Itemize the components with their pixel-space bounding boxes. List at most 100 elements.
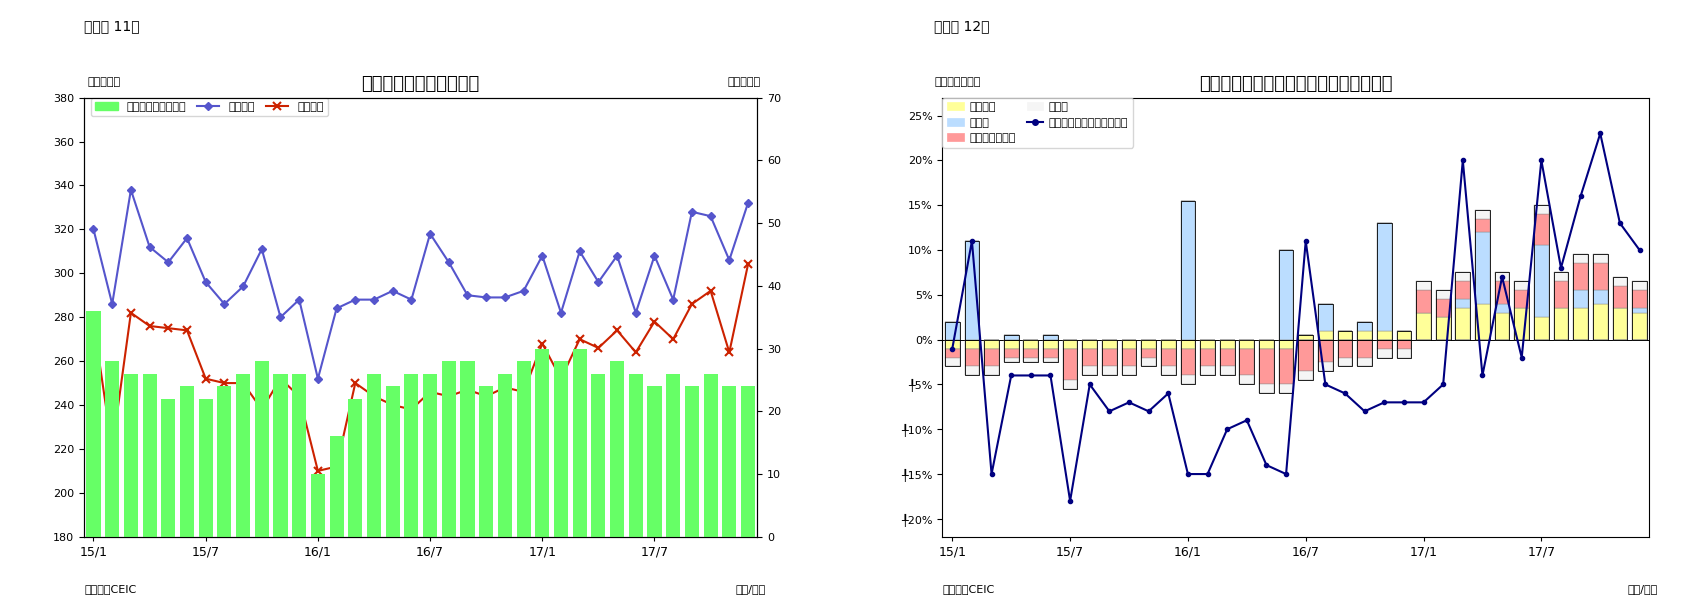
Bar [1473, 210, 1489, 340]
Bar [1278, 250, 1293, 340]
Bar [1102, 340, 1117, 376]
Bar [1473, 218, 1489, 232]
Bar [1317, 340, 1332, 362]
Bar [1611, 277, 1626, 340]
Bar [1591, 254, 1606, 340]
Bar [1317, 304, 1332, 340]
Bar [1396, 340, 1411, 357]
Bar [1120, 348, 1135, 367]
Bar [1082, 367, 1097, 376]
Bar [1043, 340, 1058, 362]
Bar [1061, 380, 1076, 389]
Bar [516, 361, 530, 537]
Bar [1023, 357, 1038, 362]
Text: （億ドル）: （億ドル） [87, 77, 121, 87]
Bar [1494, 304, 1509, 313]
Bar [1199, 340, 1214, 376]
Bar [1415, 281, 1430, 290]
Bar [1002, 340, 1018, 362]
Bar [1238, 340, 1253, 348]
Bar [944, 348, 959, 357]
Bar [1337, 357, 1352, 367]
Bar [198, 399, 212, 537]
Bar [1337, 340, 1352, 357]
Bar [984, 367, 999, 376]
Bar [1082, 340, 1097, 376]
Bar [1435, 317, 1450, 340]
Bar [1514, 281, 1529, 290]
Bar [1140, 348, 1156, 357]
Bar [1494, 281, 1509, 304]
Bar [1258, 340, 1273, 393]
Bar [1219, 367, 1235, 376]
Bar [1219, 348, 1235, 367]
Bar [180, 386, 193, 537]
Bar [1199, 367, 1214, 376]
Bar [1573, 254, 1588, 264]
Bar [143, 374, 156, 537]
Bar [1376, 340, 1391, 357]
Bar [1061, 340, 1076, 389]
Bar [1552, 273, 1568, 340]
Bar [1317, 331, 1332, 340]
Bar [235, 374, 251, 537]
Bar [311, 474, 325, 537]
Bar [1455, 273, 1470, 340]
Bar [944, 357, 959, 367]
Bar [1258, 348, 1273, 384]
Bar [1278, 348, 1293, 384]
Bar [1455, 300, 1470, 308]
Bar [1238, 376, 1253, 384]
Bar [1415, 281, 1430, 340]
Bar [86, 311, 101, 537]
Bar [498, 374, 511, 537]
Bar [1435, 290, 1450, 340]
Bar [984, 340, 999, 348]
Bar [964, 241, 979, 340]
Bar [1199, 340, 1214, 348]
Bar [1455, 273, 1470, 281]
Bar [944, 321, 959, 340]
Bar [1455, 308, 1470, 340]
Bar [964, 348, 979, 367]
Bar [629, 374, 643, 537]
Bar [1396, 340, 1411, 348]
Bar [422, 374, 437, 537]
Bar [1356, 321, 1371, 331]
Bar [1120, 367, 1135, 376]
Bar [1473, 232, 1489, 304]
Bar [1120, 340, 1135, 376]
Bar [1337, 331, 1352, 340]
Bar [1179, 340, 1194, 348]
Bar [1317, 304, 1332, 331]
Bar [404, 374, 419, 537]
Bar [1591, 264, 1606, 290]
Bar [1573, 264, 1588, 290]
Bar [1532, 317, 1547, 340]
Bar [1494, 313, 1509, 340]
Bar [293, 374, 306, 537]
Text: （億ドル）: （億ドル） [727, 77, 760, 87]
Bar [590, 374, 606, 537]
Bar [553, 361, 567, 537]
Bar [984, 348, 999, 367]
Bar [367, 374, 380, 537]
Text: （前年同期比）: （前年同期比） [934, 77, 981, 87]
Bar [685, 386, 698, 537]
Bar [1415, 313, 1430, 340]
Bar [1102, 340, 1117, 348]
Bar [1611, 308, 1626, 340]
Bar [1179, 201, 1194, 340]
Bar [1514, 281, 1529, 340]
Bar [1278, 250, 1293, 340]
Bar [1356, 340, 1371, 357]
Bar [1591, 254, 1606, 264]
Bar [1278, 340, 1293, 393]
Title: シンガポール　貿易収支: シンガポール 貿易収支 [362, 75, 479, 93]
Bar [1455, 281, 1470, 300]
Bar [1258, 340, 1273, 348]
Bar [1376, 223, 1391, 331]
Bar [666, 374, 680, 537]
Bar [1002, 340, 1018, 348]
Bar [1102, 367, 1117, 376]
